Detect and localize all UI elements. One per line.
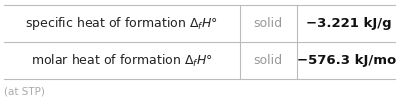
Text: specific heat of formation $\Delta_f H°$: specific heat of formation $\Delta_f H°$ — [25, 15, 218, 32]
Text: (at STP): (at STP) — [4, 86, 45, 96]
Text: −576.3 kJ/mol: −576.3 kJ/mol — [297, 54, 396, 67]
Text: molar heat of formation $\Delta_f H°$: molar heat of formation $\Delta_f H°$ — [31, 53, 213, 69]
Text: −3.221 kJ/g: −3.221 kJ/g — [306, 17, 391, 30]
Text: solid: solid — [254, 54, 283, 67]
Text: solid: solid — [254, 17, 283, 30]
